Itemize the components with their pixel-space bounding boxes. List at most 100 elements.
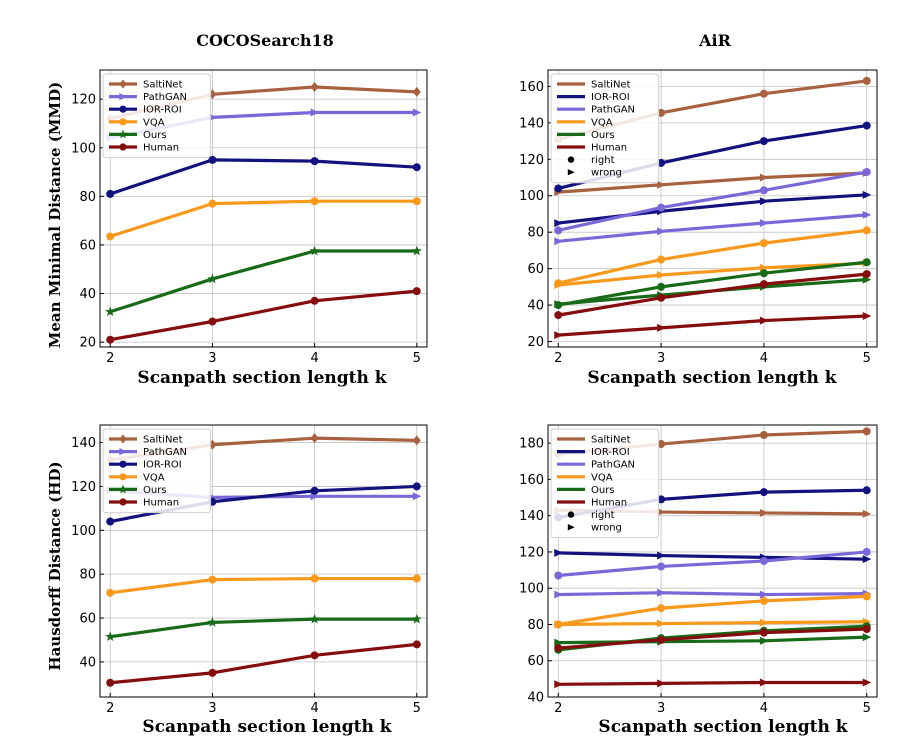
data-point [412,640,421,649]
data-point [412,108,422,117]
y-tick-label: 60 [527,262,544,277]
series-line [109,249,417,314]
legend-item: Ours [557,130,615,141]
chart-cocosearch-hd: Hausdorff Distance (HD) Scanpath section… [46,424,428,737]
legend-label: Human [143,143,179,154]
data-point [411,245,422,256]
series-vqa-right [554,226,871,288]
legend-item: wrong [567,168,622,179]
legend-label: Ours [591,485,615,496]
series-line [558,680,867,686]
series-line [558,635,867,645]
series-line [558,620,867,627]
legend-item: Ours [109,484,167,496]
series-line [557,228,867,285]
data-point [310,296,319,305]
data-point [862,625,871,633]
data-point [657,227,666,236]
data-point [310,82,319,93]
data-point [657,203,666,212]
plot-frame [547,69,878,348]
series-human-wrong [554,678,872,689]
x-tick-label: 2 [554,351,562,366]
data-point [412,86,421,97]
data-point [759,488,768,497]
series-line [557,170,867,232]
data-point [759,89,768,98]
data-point [862,76,871,85]
data-point [554,680,563,689]
legend-marker [119,448,128,456]
legend-box [550,73,660,184]
data-point [310,433,319,444]
x-tick-label: 4 [760,701,768,716]
data-point [657,604,666,613]
series-line [110,576,417,595]
y-tick-label: 60 [527,654,544,669]
series-line [109,158,417,196]
legend-item: PathGAN [109,447,187,458]
y-tick-label: 160 [519,80,544,95]
chart-air-hd: Scanpath section length k 2 3 4 5 40 60 80 100 1… [519,424,878,737]
legend-item: VQA [109,472,165,483]
data-point [759,269,768,278]
data-point [554,331,563,340]
x-tick-label: 2 [106,351,114,366]
series-line [110,642,417,685]
legend-marker [119,118,127,126]
data-point [862,226,871,235]
x-tick-label: 5 [863,701,871,716]
plot-area: 2 3 4 5 40 60 80 100 120 140 160 180 SaltiNetIOR-ROI… [519,424,878,716]
data-point [412,492,422,501]
data-point [862,633,872,642]
data-point [309,245,320,256]
legend-box [102,428,212,514]
data-point [657,271,666,280]
series-line [558,171,867,194]
data-point [554,300,563,309]
data-point [759,636,769,645]
legend-label: VQA [591,472,613,483]
y-tick-label: 120 [519,153,544,168]
plot-frame [99,69,428,348]
series-pathgan-wrong [554,210,872,246]
data-point [862,258,871,267]
data-point [309,613,320,624]
data-point [862,312,872,321]
data-point [554,644,563,653]
series-line [558,550,867,578]
data-point [759,280,768,289]
data-point [412,197,421,206]
legend-item: Human [109,498,179,509]
legend-item: PathGAN [557,460,635,471]
legend-marker [119,460,127,468]
data-point [657,508,666,517]
data-point [208,668,217,677]
data-point [759,596,768,605]
y-axis-label: Hausdorff Distance (HD) [46,461,64,670]
x-tick-label: 3 [657,701,665,716]
series-line [109,199,417,238]
data-point [657,323,666,332]
legend-label: VQA [143,472,165,483]
data-point [554,590,563,599]
series-line [558,193,867,225]
data-point [554,620,563,629]
legend-item: IOR-ROI [557,92,630,103]
legend-item: IOR-ROI [109,460,182,471]
x-axis-label: Scanpath section length k [137,368,387,388]
chart-cocosearch-mmd: COCOSearch18 Mean Minimal Distance (MMD)… [46,31,428,388]
legend-item: VQA [557,117,613,128]
legend-label: SaltiNet [143,435,183,446]
data-point [412,482,421,491]
data-point [759,590,769,599]
data-point [412,435,421,446]
legend-label: Ours [143,130,167,141]
series-human-wrong [554,312,872,340]
data-point [554,184,563,193]
y-tick-label: 100 [71,141,96,156]
data-point [310,651,319,660]
legend-item: Human [557,143,627,154]
